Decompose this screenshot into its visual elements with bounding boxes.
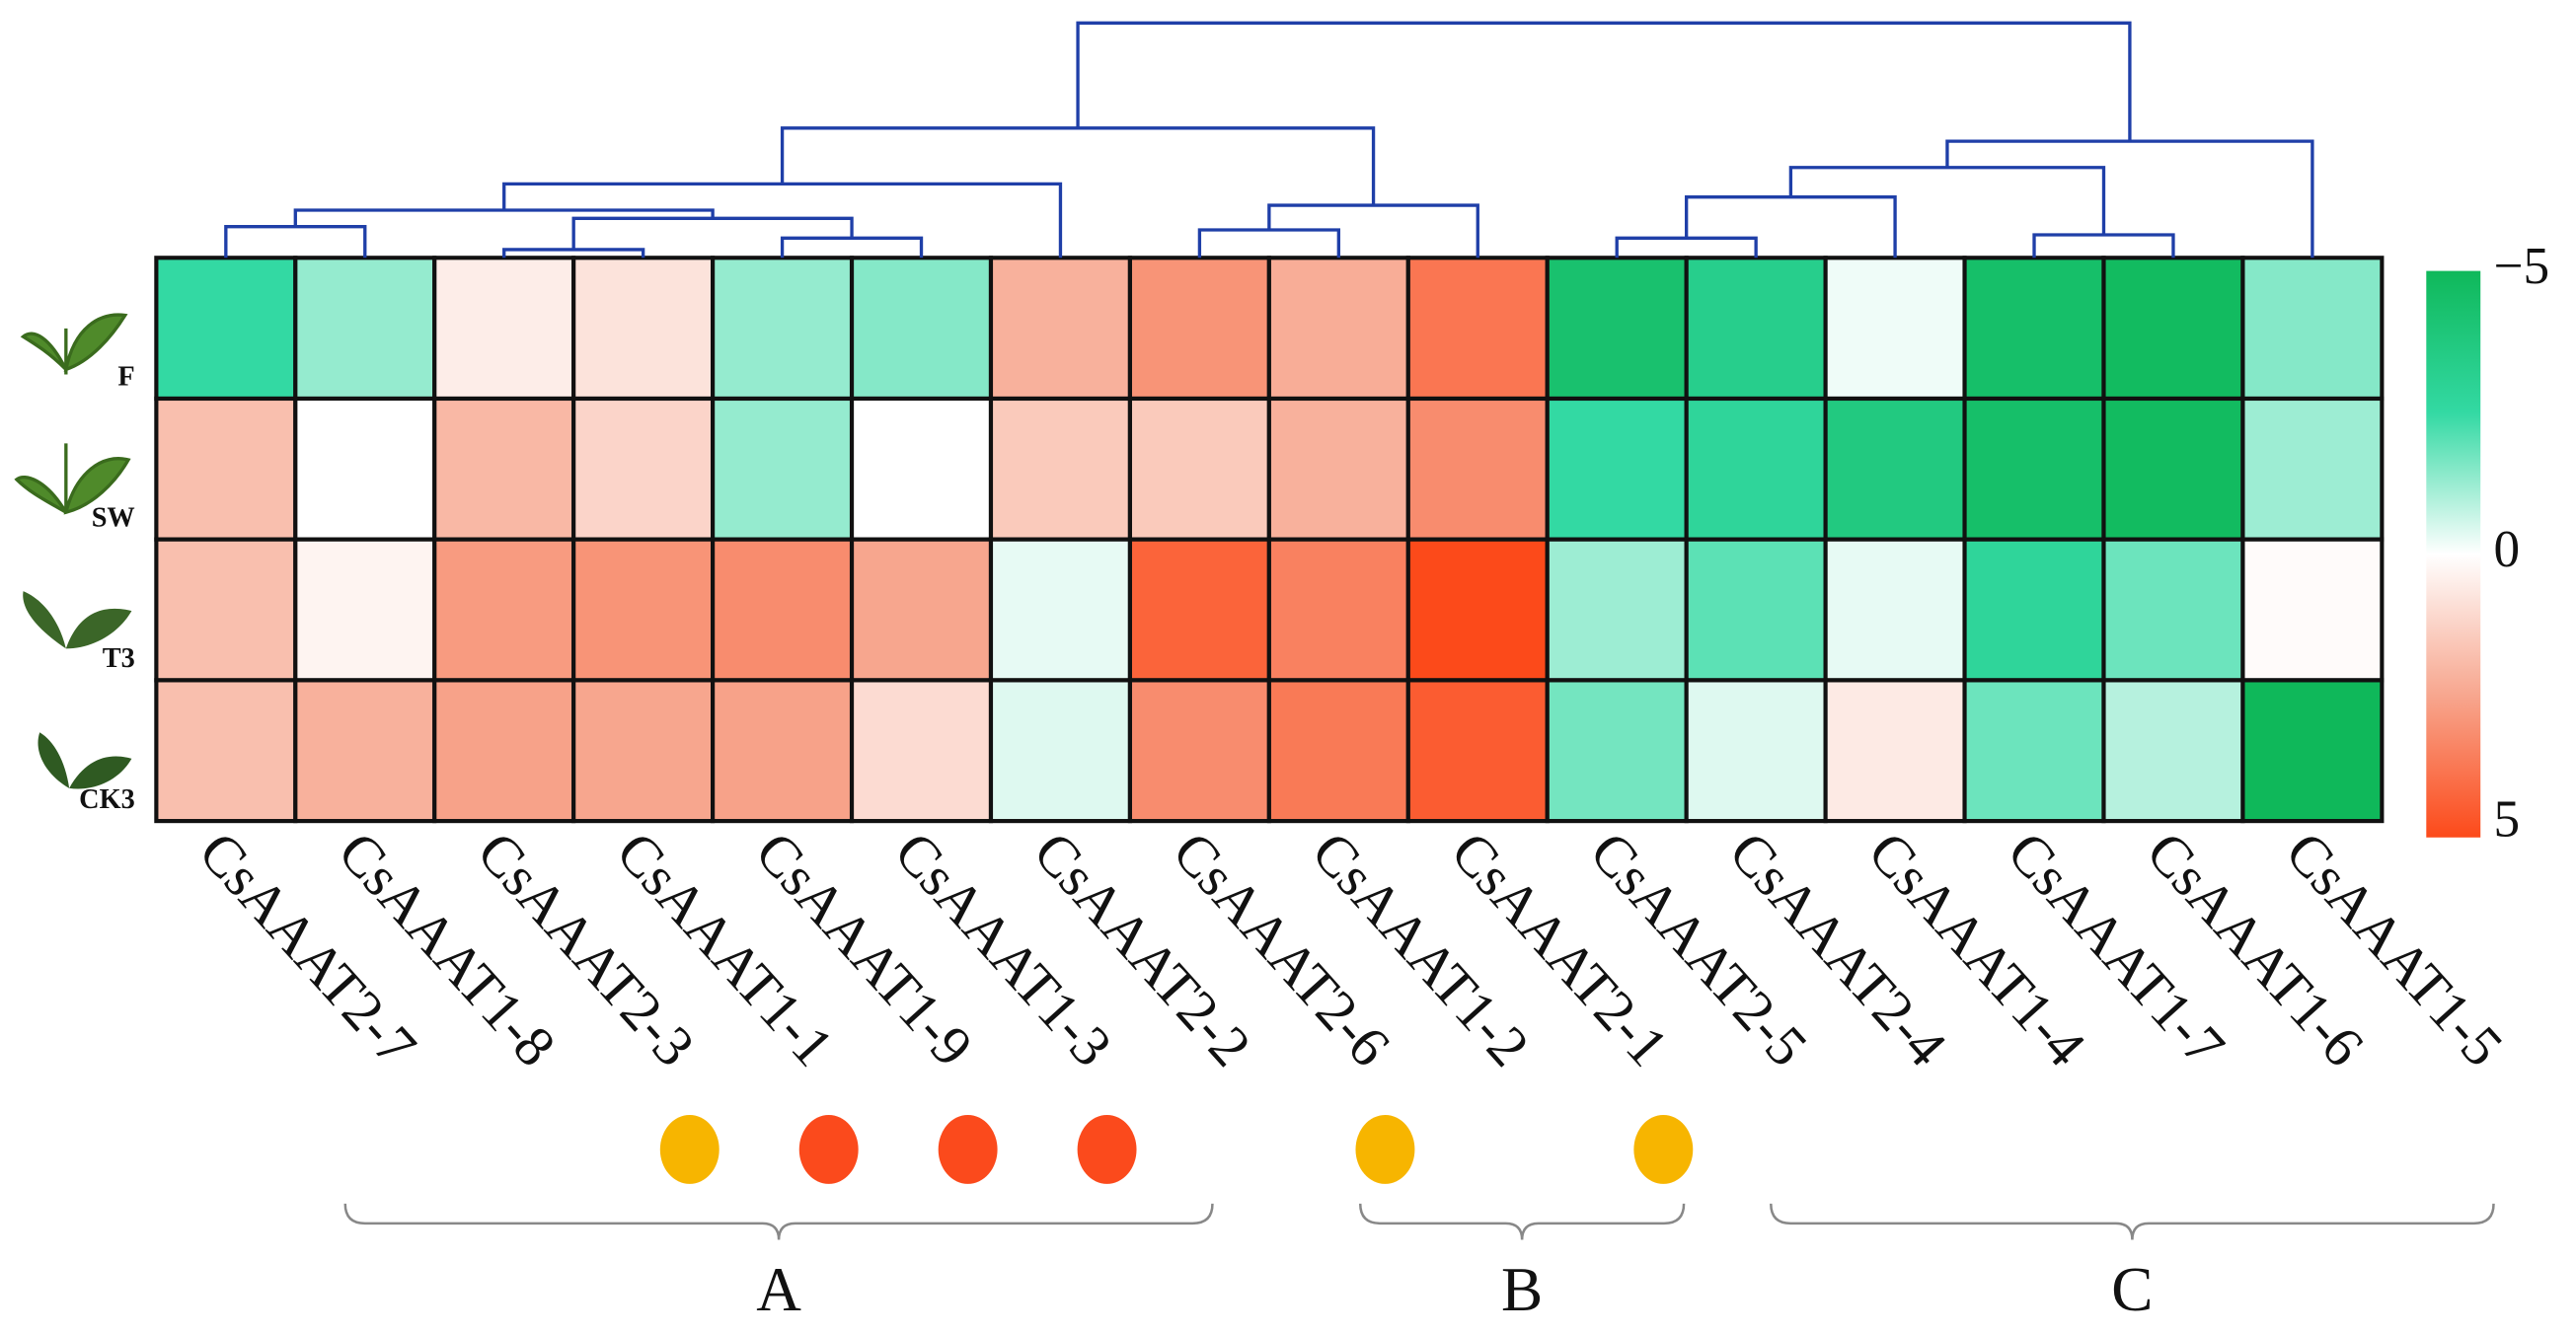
heat-cell: [1266, 256, 1410, 402]
heat-cell: [1962, 678, 2106, 824]
heat-cell: [1405, 678, 1550, 824]
row-label: CK3: [79, 784, 135, 815]
heat-cell: [1545, 678, 1689, 824]
row-label: SW: [92, 502, 135, 533]
heat-cell: [432, 678, 576, 824]
heat-cell: [988, 396, 1133, 542]
leaf-icons: [14, 313, 132, 789]
heat-cell: [1684, 678, 1828, 824]
row-label: T3: [103, 643, 135, 674]
heat-cell: [1823, 537, 1967, 683]
marker-dot: [659, 1114, 720, 1184]
heat-cell: [849, 537, 994, 683]
marker-dot: [1355, 1114, 1415, 1184]
heat-cell: [1405, 537, 1550, 683]
heat-cell: [2240, 256, 2385, 402]
heat-cell: [1545, 256, 1689, 402]
dendrogram-link: [571, 216, 854, 250]
group-brace: [343, 1203, 1214, 1240]
heat-cell: [2101, 256, 2245, 402]
heat-cell: [1127, 256, 1271, 402]
heat-cell: [1127, 396, 1271, 542]
heat-cell: [432, 537, 576, 683]
heat-cell: [849, 396, 994, 542]
heat-cell: [988, 678, 1133, 824]
heat-cell: [1962, 396, 2106, 542]
dendrogram-link: [1615, 236, 1758, 259]
dendrogram-link: [2032, 233, 2175, 259]
dendrogram-link: [780, 126, 1376, 206]
heat-cell: [1405, 256, 1550, 402]
heat-cell: [2101, 537, 2245, 683]
heat-cell: [293, 256, 437, 402]
marker-dot: [1633, 1114, 1694, 1184]
heat-cell: [154, 256, 298, 402]
heat-cell: [571, 396, 716, 542]
heat-cell: [293, 396, 437, 542]
heat-cell: [2101, 678, 2245, 824]
heat-cell: [1823, 396, 1967, 542]
heat-cell: [1545, 396, 1689, 542]
group-label: B: [1501, 1255, 1543, 1324]
heat-cell: [849, 678, 994, 824]
heat-cell: [1684, 256, 1828, 402]
dendrogram-link: [780, 236, 924, 259]
heat-cell: [988, 537, 1133, 683]
heat-cell: [849, 256, 994, 402]
heat-cell: [711, 678, 855, 824]
group-label: C: [2111, 1255, 2153, 1324]
heat-cell: [154, 678, 298, 824]
heat-cell: [154, 396, 298, 542]
heat-cell: [1127, 537, 1271, 683]
dendrogram-link: [1945, 139, 2314, 259]
marker-dot: [1077, 1114, 1137, 1184]
heat-cell: [1962, 537, 2106, 683]
heat-cell: [432, 256, 576, 402]
heat-cell: [711, 396, 855, 542]
heat-cell: [1127, 678, 1271, 824]
heat-cell: [432, 396, 576, 542]
heat-cell: [1962, 256, 2106, 402]
dendrogram-link: [1197, 228, 1340, 259]
colorbar-tick-label: 5: [2494, 790, 2521, 849]
heat-cell: [1545, 537, 1689, 683]
heat-cell: [571, 537, 716, 683]
heat-cell: [154, 537, 298, 683]
heat-cell: [1684, 396, 1828, 542]
dendrogram: [224, 21, 2314, 259]
row-label: F: [117, 362, 134, 393]
dendrogram-link: [1685, 195, 1897, 259]
heat-cell: [2240, 396, 2385, 542]
heat-cell: [293, 537, 437, 683]
heat-cell: [2101, 396, 2245, 542]
marker-dot: [938, 1114, 998, 1184]
heat-cell: [711, 537, 855, 683]
heat-cell: [711, 256, 855, 402]
colorbar-tick-label: 0: [2494, 520, 2521, 578]
heat-cell: [988, 256, 1133, 402]
group-brace: [1358, 1203, 1686, 1240]
colorbar: [2426, 270, 2481, 838]
heat-cell: [1823, 678, 1967, 824]
heat-cell: [1405, 396, 1550, 542]
marker-dot: [798, 1114, 859, 1184]
heat-cell: [1823, 256, 1967, 402]
heat-cell: [293, 678, 437, 824]
colorbar-tick-label: −5: [2494, 237, 2550, 295]
dendrogram-link: [1076, 21, 2132, 142]
heat-cell: [2240, 537, 2385, 683]
heat-cell: [571, 678, 716, 824]
heat-cell: [2240, 678, 2385, 824]
group-label: A: [756, 1255, 801, 1324]
heat-cell: [1266, 537, 1410, 683]
group-brace: [1770, 1203, 2495, 1240]
heat-cell: [1266, 678, 1410, 824]
heat-cell: [1684, 537, 1828, 683]
heat-cell: [571, 256, 716, 402]
heat-cell: [1266, 396, 1410, 542]
dendrogram-link: [224, 224, 367, 259]
dendrogram-link: [1788, 166, 2106, 235]
